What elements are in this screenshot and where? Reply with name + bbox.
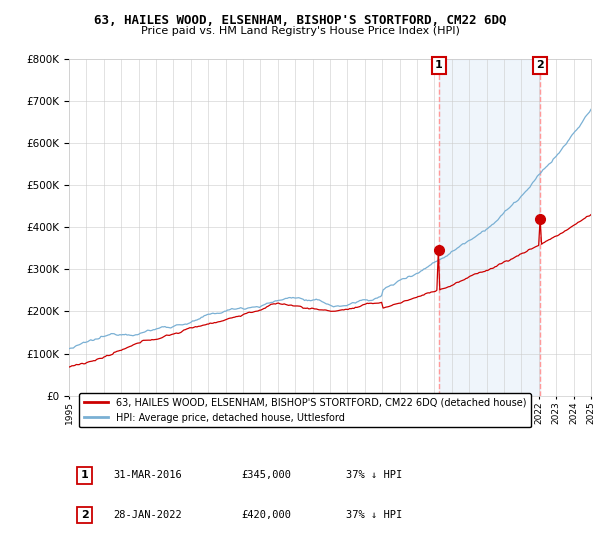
Text: 37% ↓ HPI: 37% ↓ HPI — [346, 510, 402, 520]
Text: 63, HAILES WOOD, ELSENHAM, BISHOP'S STORTFORD, CM22 6DQ: 63, HAILES WOOD, ELSENHAM, BISHOP'S STOR… — [94, 14, 506, 27]
Text: 28-JAN-2022: 28-JAN-2022 — [113, 510, 182, 520]
Text: £345,000: £345,000 — [241, 470, 291, 480]
Bar — [439, 59, 540, 396]
Text: £420,000: £420,000 — [241, 510, 291, 520]
Text: 2: 2 — [81, 510, 89, 520]
Text: 31-MAR-2016: 31-MAR-2016 — [113, 470, 182, 480]
Text: Price paid vs. HM Land Registry's House Price Index (HPI): Price paid vs. HM Land Registry's House … — [140, 26, 460, 36]
Text: 2: 2 — [536, 60, 544, 71]
Text: 1: 1 — [81, 470, 89, 480]
Text: 37% ↓ HPI: 37% ↓ HPI — [346, 470, 402, 480]
Legend: 63, HAILES WOOD, ELSENHAM, BISHOP'S STORTFORD, CM22 6DQ (detached house), HPI: A: 63, HAILES WOOD, ELSENHAM, BISHOP'S STOR… — [79, 393, 532, 427]
Text: 1: 1 — [435, 60, 443, 71]
